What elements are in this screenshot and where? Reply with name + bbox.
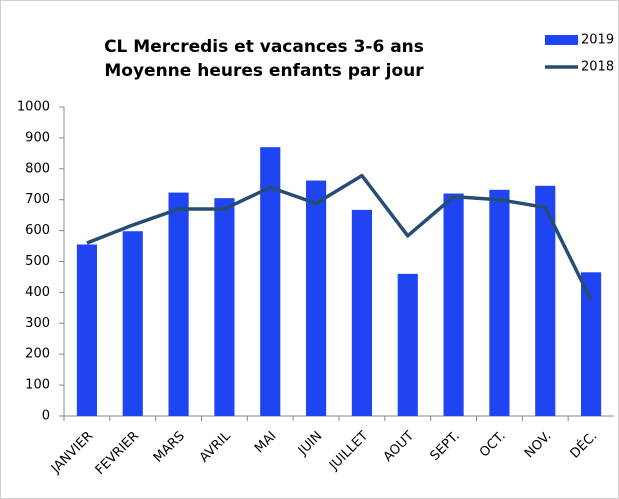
y-tick-label: 300 xyxy=(25,316,50,331)
y-tick-label: 600 xyxy=(25,223,50,238)
bar xyxy=(489,189,510,416)
y-tick-label: 100 xyxy=(25,378,50,393)
y-tick-label: 400 xyxy=(25,285,50,300)
legend-label: 2018 xyxy=(581,60,614,75)
y-tick-label: 500 xyxy=(25,254,50,269)
bar xyxy=(351,209,372,416)
y-tick-label: 800 xyxy=(25,161,50,176)
bar xyxy=(76,244,97,416)
bar xyxy=(581,272,602,416)
bar xyxy=(443,193,464,416)
y-tick-label: 900 xyxy=(25,130,50,145)
bar xyxy=(122,231,143,416)
bar xyxy=(397,273,418,416)
legend-label: 2019 xyxy=(581,33,614,48)
legend-swatch xyxy=(545,35,578,45)
y-tick-label: 0 xyxy=(42,409,50,424)
y-tick-label: 200 xyxy=(25,347,50,362)
line xyxy=(86,173,593,301)
bar xyxy=(535,185,556,416)
bar xyxy=(214,198,235,416)
bar xyxy=(168,192,189,416)
chart-title: Moyenne heures enfants par jour xyxy=(104,61,424,81)
y-tick-label: 1000 xyxy=(17,100,50,115)
bar xyxy=(306,180,327,416)
bar xyxy=(260,147,281,417)
chart-title: CL Mercredis et vacances 3-6 ans xyxy=(104,37,424,57)
y-tick-label: 700 xyxy=(25,192,50,207)
